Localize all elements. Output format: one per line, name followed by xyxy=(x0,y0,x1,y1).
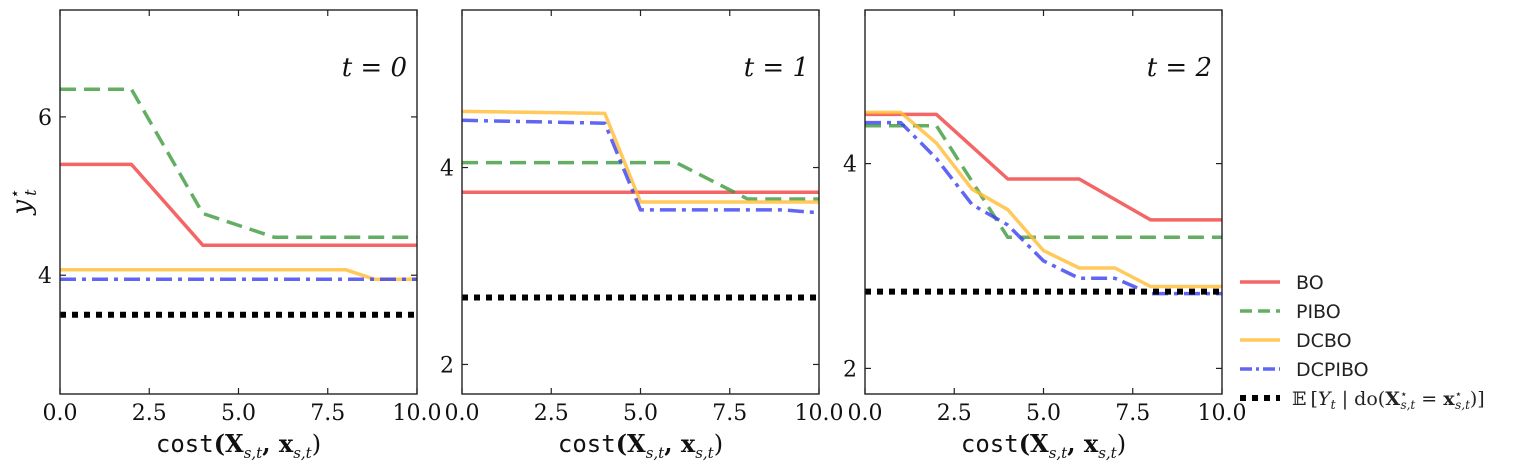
series-line-dcbo xyxy=(462,109,819,204)
x-tick-label: 10.0 xyxy=(393,401,442,426)
x-tick-label: 2.5 xyxy=(937,401,972,426)
series-group xyxy=(60,87,417,318)
panel-label: t = 1 xyxy=(744,53,809,83)
series-line-pibo xyxy=(865,123,1222,240)
x-tick-label: 7.5 xyxy=(310,401,345,426)
panel-0: 0.0 2.5 5.0 7.5 10.0 4 6 t = 0 cost(Xs,t, xs,t) y… xyxy=(5,9,442,462)
y-tick-label: 4 xyxy=(843,153,857,178)
panel-label: t = 0 xyxy=(342,53,407,83)
legend-entry: BO xyxy=(1240,272,1324,294)
x-axis-label: cost(Xs,t, xs,t) xyxy=(961,429,1126,462)
legend-label: PIBO xyxy=(1296,301,1341,323)
series-line-pibo xyxy=(462,160,819,201)
y-axis-label: y⋆t xyxy=(5,189,40,216)
legend-label: DCBO xyxy=(1296,330,1352,352)
x-tick-label: 0.0 xyxy=(43,401,78,426)
x-axis-label: cost(Xs,t, xs,t) xyxy=(156,429,321,462)
y-tick-label: 4 xyxy=(38,264,52,289)
series-line-dcbo xyxy=(865,110,1222,289)
series-line-bo xyxy=(60,162,417,247)
x-tick-label: 2.5 xyxy=(132,401,167,426)
x-tick-label: 10.0 xyxy=(795,401,844,426)
panel-2: 0.0 2.5 5.0 7.5 10.0 2 4 t = 2 cost(Xs,t, xs,t) xyxy=(843,9,1247,462)
y-tick-label: 2 xyxy=(843,357,857,382)
series-line-dcpibo xyxy=(462,118,819,215)
x-tick-label: 7.5 xyxy=(712,401,747,426)
legend: BO PIBO DCBO DCPIBO 𝔼 [Yt | do(X⋆ s,t = x⋆ s,t)… xyxy=(1240,272,1485,413)
series-line-bo xyxy=(865,112,1222,222)
panel-label: t = 2 xyxy=(1147,53,1212,83)
x-tick-label: 5.0 xyxy=(1026,401,1061,426)
legend-entry: DCBO xyxy=(1240,330,1352,352)
x-axis-label: cost(Xs,t, xs,t) xyxy=(558,429,723,462)
x-tick-label: 0.0 xyxy=(848,401,883,426)
panel-1: 0.0 2.5 5.0 7.5 10.0 2 4 t = 1 cost(Xs,t, xs,t) xyxy=(440,9,844,462)
x-tick-label: 10.0 xyxy=(1198,401,1247,426)
x-tick-label: 0.0 xyxy=(445,401,480,426)
legend-label: DCPIBO xyxy=(1296,359,1369,381)
y-tick-label: 6 xyxy=(38,106,52,131)
series-group xyxy=(462,109,819,301)
series-group xyxy=(865,110,1222,296)
x-tick-label: 5.0 xyxy=(221,401,256,426)
legend-label: 𝔼 [Yt | do(X⋆ s,t = x⋆ s,t)] xyxy=(1292,387,1485,413)
legend-entry: 𝔼 [Yt | do(X⋆ s,t = x⋆ s,t)] xyxy=(1240,387,1485,413)
x-tick-label: 2.5 xyxy=(534,401,569,426)
y-tick-label: 4 xyxy=(440,157,454,182)
series-line-dcpibo xyxy=(865,120,1222,296)
series-line-pibo xyxy=(60,87,417,239)
x-tick-label: 7.5 xyxy=(1115,401,1150,426)
panels: 0.0 2.5 5.0 7.5 10.0 4 6 t = 0 cost(Xs,t, xs,t) y… xyxy=(5,9,1247,462)
legend-entry: DCPIBO xyxy=(1240,359,1369,381)
x-tick-label: 5.0 xyxy=(623,401,658,426)
legend-entry: PIBO xyxy=(1240,301,1341,323)
legend-label: BO xyxy=(1296,272,1324,294)
y-tick-label: 2 xyxy=(440,353,454,378)
